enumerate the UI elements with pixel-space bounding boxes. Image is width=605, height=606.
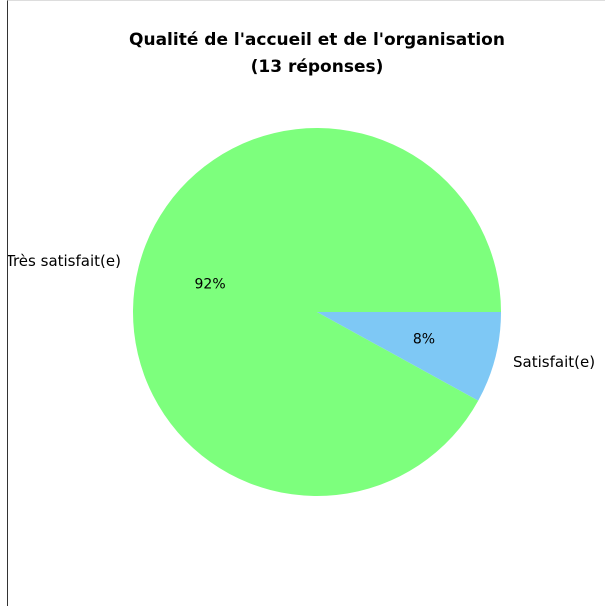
frame: Qualité de l'accueil et de l'organisatio…	[7, 0, 605, 606]
chart: Qualité de l'accueil et de l'organisatio…	[7, 30, 595, 496]
slice-label: Satisfait(e)	[513, 353, 595, 371]
slice-label: Très satisfait(e)	[7, 252, 121, 270]
chart-title: Qualité de l'accueil et de l'organisatio…	[129, 30, 505, 50]
pct-label: 92%	[195, 277, 226, 293]
pie-slice	[133, 127, 501, 496]
pct-label: 8%	[413, 331, 435, 347]
pie-slice	[317, 312, 501, 401]
chart-subtitle: (13 réponses)	[251, 57, 384, 77]
